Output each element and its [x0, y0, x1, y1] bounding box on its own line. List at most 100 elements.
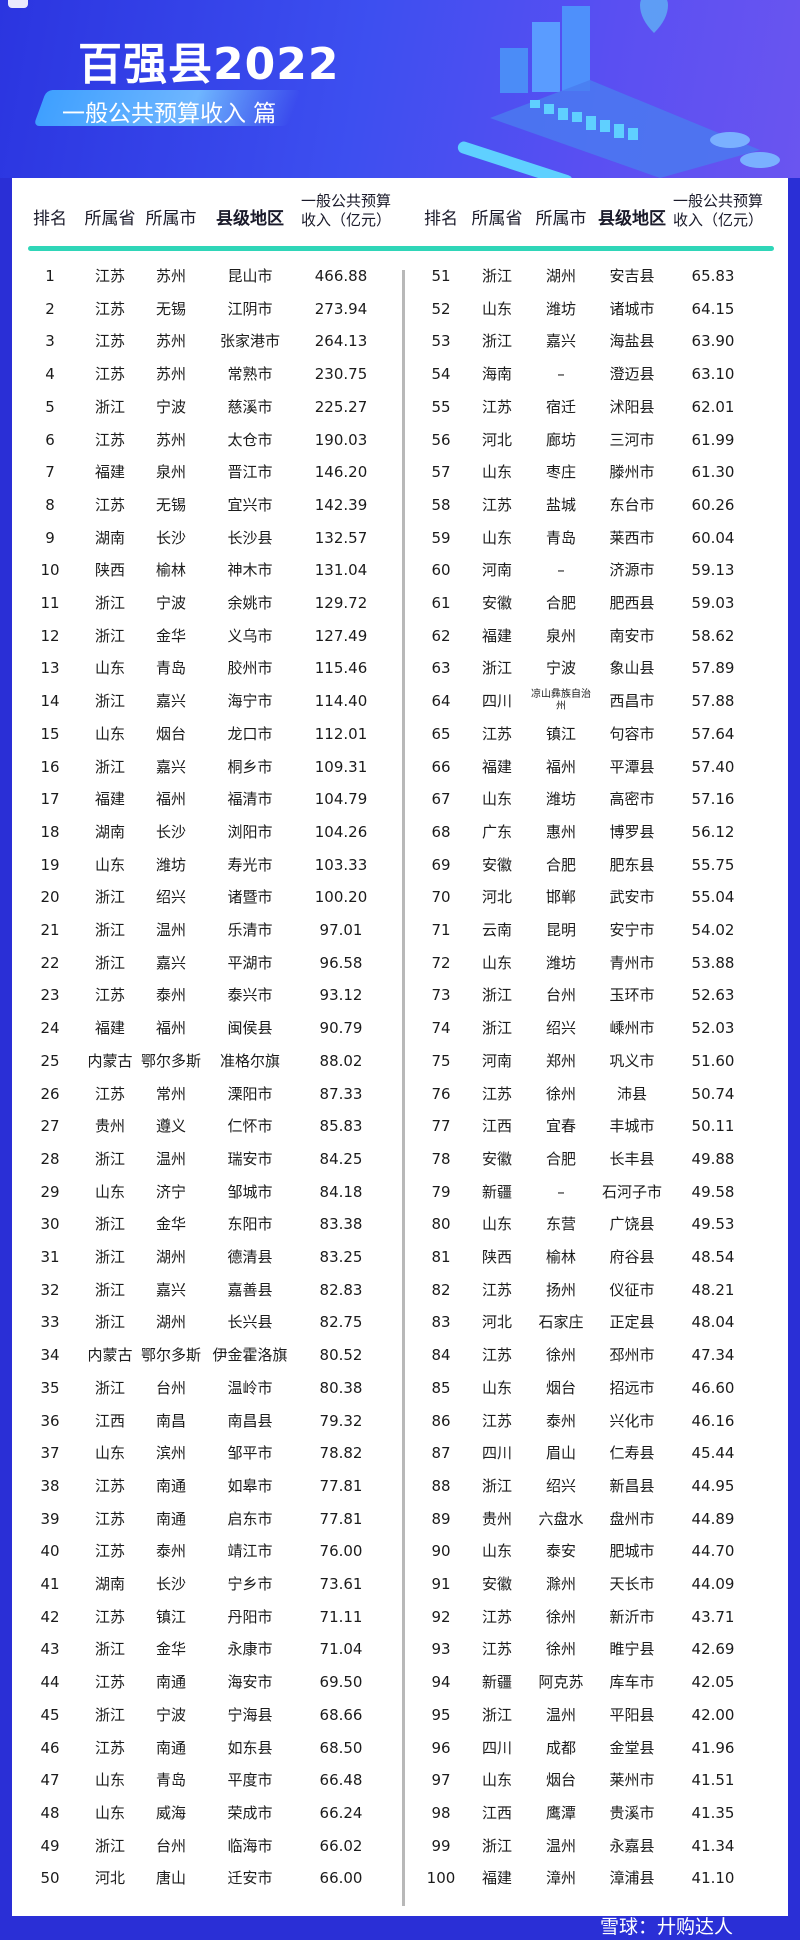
cell-district: 溧阳市 [227, 1084, 273, 1103]
cell-rank: 81 [431, 1248, 451, 1266]
cell-revenue: 42.05 [691, 1673, 735, 1692]
cell-rank: 36 [40, 1411, 60, 1430]
cell-province: 江苏 [94, 1607, 126, 1626]
cell-revenue: 50.11 [691, 1117, 735, 1136]
cell-revenue: 61.30 [691, 463, 735, 482]
cell-district: 巩义市 [609, 1051, 655, 1070]
cell-province: 福建 [94, 1019, 126, 1038]
cell-district: 伊金霍洛旗 [212, 1346, 288, 1365]
header-revenue: 一般公共预算 收入（亿元） [673, 192, 763, 230]
cell-revenue: 90.79 [319, 1019, 363, 1038]
cell-rank: 55 [431, 397, 451, 416]
header-province: 所属省 [471, 209, 523, 229]
cell-rank: 78 [431, 1149, 451, 1168]
cell-district: 句容市 [609, 724, 655, 743]
cell-revenue: 80.38 [319, 1378, 363, 1397]
cell-district: 嵊州市 [609, 1019, 655, 1038]
cell-revenue: 43.71 [691, 1607, 735, 1626]
cell-rank: 87 [431, 1444, 451, 1463]
cell-rank: 7 [45, 463, 55, 482]
cell-city: 温州 [545, 1836, 577, 1855]
cell-rank: 54 [431, 365, 451, 384]
cell-city: 郑州 [545, 1051, 577, 1070]
cell-city: 合肥 [545, 1149, 577, 1168]
cell-rank: 97 [431, 1771, 451, 1790]
cell-rank: 26 [40, 1084, 60, 1103]
cell-district: 兴化市 [609, 1411, 655, 1430]
cell-district: 肥城市 [609, 1542, 655, 1561]
cell-rank: 32 [40, 1280, 60, 1299]
cell-province: 江西 [481, 1117, 513, 1136]
cell-district: 澄迈县 [609, 365, 655, 384]
cell-city: 青岛 [155, 1771, 187, 1790]
cell-province: 江苏 [94, 1084, 126, 1103]
cell-province: 山东 [481, 1378, 513, 1397]
cell-district: 瑞安市 [227, 1149, 273, 1168]
cell-province: 江苏 [94, 430, 126, 449]
cell-city: 宜春 [545, 1117, 577, 1136]
cell-district: 长沙县 [227, 528, 273, 547]
cell-province: 浙江 [94, 1215, 126, 1234]
cell-revenue: 132.57 [314, 528, 368, 547]
cell-province: 江苏 [94, 1673, 126, 1692]
cell-revenue: 104.79 [314, 790, 368, 809]
cell-province: 江苏 [481, 1607, 513, 1626]
cell-district: 高密市 [609, 790, 655, 809]
cell-province: 山东 [481, 1771, 513, 1790]
cell-city: 湖州 [155, 1313, 187, 1332]
cell-district: 龙口市 [227, 724, 273, 743]
cell-revenue: 83.38 [319, 1215, 363, 1234]
cell-rank: 73 [431, 986, 451, 1005]
cell-rank: 19 [40, 855, 60, 874]
cell-revenue: 48.04 [691, 1313, 735, 1332]
cell-revenue: 44.70 [691, 1542, 735, 1561]
cell-city: 嘉兴 [155, 1280, 187, 1299]
cell-revenue: 46.16 [691, 1411, 735, 1430]
cell-province: 江苏 [94, 1476, 126, 1495]
cell-rank: 13 [40, 659, 60, 678]
cell-city: 烟台 [545, 1771, 577, 1790]
cell-rank: 45 [40, 1705, 60, 1724]
cell-rank: 38 [40, 1476, 60, 1495]
cell-province: 浙江 [94, 953, 126, 972]
cell-province: 山东 [94, 659, 126, 678]
cell-rank: 39 [40, 1509, 60, 1528]
cell-district: 肥西县 [609, 594, 655, 612]
cell-rank: 46 [40, 1738, 60, 1757]
cell-province: 浙江 [94, 1705, 126, 1724]
cell-rank: 22 [40, 953, 60, 972]
cell-rank: 27 [40, 1117, 60, 1136]
cell-province: 江苏 [481, 495, 513, 514]
cell-province: 安徽 [481, 1149, 513, 1168]
cell-district: 义乌市 [227, 626, 273, 645]
cell-revenue: 96.58 [319, 953, 363, 972]
cell-district: 府谷县 [609, 1248, 655, 1266]
cell-city: 鹰潭 [545, 1803, 577, 1822]
cell-province: 江苏 [94, 365, 126, 384]
cell-rank: 31 [40, 1248, 60, 1266]
cell-revenue: 64.15 [691, 299, 735, 318]
cell-province: 福建 [94, 790, 126, 809]
cell-revenue: 87.33 [319, 1084, 363, 1103]
cell-province: 浙江 [481, 1705, 513, 1724]
cell-revenue: 52.63 [691, 986, 735, 1005]
cell-province: 江苏 [94, 1542, 126, 1561]
cell-rank: 33 [40, 1313, 60, 1332]
cell-revenue: 41.10 [691, 1869, 735, 1888]
cell-province: 浙江 [94, 921, 126, 939]
cell-district: 邹城市 [227, 1182, 273, 1201]
cell-province: 山东 [94, 1182, 126, 1201]
cell-city: 邯郸 [545, 888, 577, 907]
cell-revenue: 55.75 [691, 855, 735, 874]
cell-district: 诸暨市 [227, 888, 273, 907]
cell-city: 榆林 [545, 1248, 577, 1266]
cell-district: 睢宁县 [609, 1640, 655, 1659]
cell-city: 福州 [545, 757, 577, 776]
cell-revenue: 57.89 [691, 659, 735, 678]
cell-rank: 1 [45, 267, 55, 285]
cell-revenue: 53.88 [691, 953, 735, 972]
cell-district: 昆山市 [227, 267, 273, 285]
cell-city: 无锡 [155, 299, 187, 318]
cell-district: 长丰县 [609, 1149, 655, 1168]
cell-province: 河北 [481, 1313, 513, 1332]
